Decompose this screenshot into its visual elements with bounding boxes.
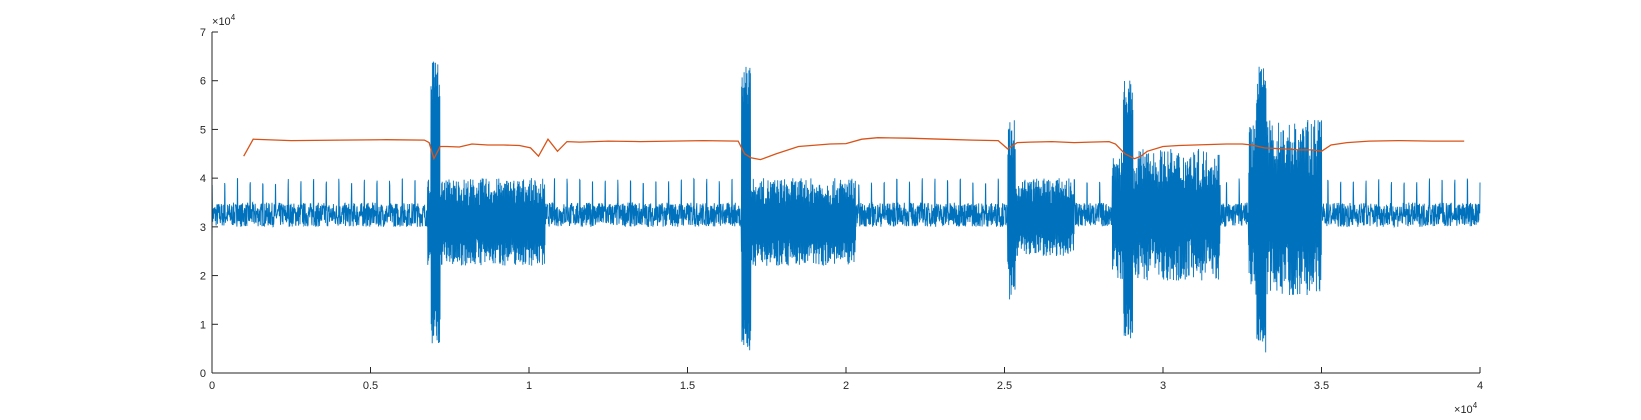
plot-area (211, 61, 1481, 353)
y-tick-label: 4 (200, 173, 206, 185)
x-tick-label: 2.5 (997, 380, 1012, 392)
y-tick-label: 1 (200, 319, 206, 331)
x-axis: 0 0.5 1 1.5 2 2.5 3 3.5 4 (209, 367, 1483, 392)
x-exponent-base: 10 (1460, 404, 1472, 416)
y-exponent-base: 10 (218, 16, 230, 28)
y-exponent-prefix: × (212, 16, 218, 28)
x-exponent-prefix: × (1454, 404, 1460, 416)
x-axis-exponent: ×104 (1454, 401, 1478, 416)
series-envelope-line (243, 137, 1465, 161)
x-tick-label: 3 (1160, 380, 1166, 392)
x-tick-label: 3.5 (1314, 380, 1329, 392)
y-axis-exponent: ×104 (212, 13, 236, 28)
x-exponent-power: 4 (1473, 401, 1478, 410)
y-exponent-power: 4 (231, 13, 236, 22)
y-tick-label: 3 (200, 222, 206, 234)
x-tick-label: 2 (843, 380, 849, 392)
y-axis: 0 1 2 3 4 5 6 7 (200, 27, 218, 380)
x-tick-label: 4 (1477, 380, 1483, 392)
y-tick-label: 6 (200, 76, 206, 88)
x-tick-label: 1 (526, 380, 532, 392)
x-tick-label: 1.5 (680, 380, 695, 392)
y-tick-label: 0 (200, 368, 206, 380)
y-tick-label: 7 (200, 27, 206, 39)
series-signal-line (211, 61, 1481, 353)
x-tick-label: 0 (209, 380, 215, 392)
y-tick-label: 5 (200, 124, 206, 136)
x-tick-label: 0.5 (363, 380, 378, 392)
y-tick-label: 2 (200, 271, 206, 283)
